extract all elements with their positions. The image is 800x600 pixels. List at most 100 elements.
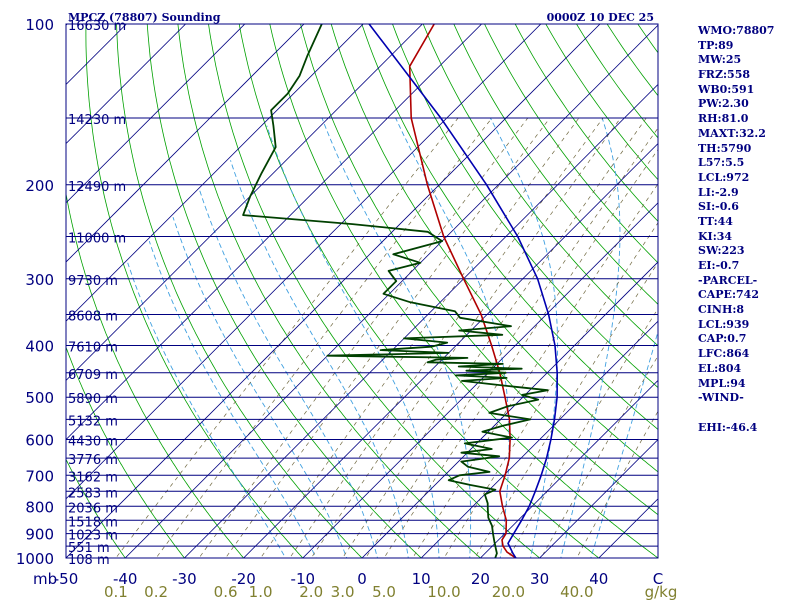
isotherm <box>66 24 187 145</box>
sounding-time: 0000Z 10 DEC 25 <box>547 11 654 24</box>
isotherm <box>66 24 542 500</box>
mixing-ratio-tick-label: 3.0 <box>331 583 355 600</box>
index-line: SI:-0.6 <box>698 200 739 214</box>
station-title: MPCZ (78807) Sounding <box>68 11 221 24</box>
dry-adiabat <box>146 24 422 558</box>
height-label: 3776 m <box>68 453 118 468</box>
height-label: 12490 m <box>68 180 126 195</box>
isotherm <box>66 24 364 322</box>
height-label: 6709 m <box>68 368 118 383</box>
index-line: TT:44 <box>698 214 733 228</box>
isotherm <box>539 439 658 558</box>
height-label: 11000 m <box>68 232 126 247</box>
dry-adiabat <box>66 346 185 558</box>
dry-adiabat <box>269 24 658 558</box>
index-line: RH:81.0 <box>698 112 749 126</box>
dry-adiabat <box>66 557 67 558</box>
height-label: 5890 m <box>68 392 118 407</box>
index-line: PW:2.30 <box>698 97 749 111</box>
dry-adiabat <box>177 24 481 558</box>
temperature-tick-label: -40 <box>113 570 138 588</box>
height-label: 2583 m <box>68 486 118 501</box>
mixing-ratio-line <box>225 117 551 558</box>
height-label: 9730 m <box>68 274 118 289</box>
pressure-tick-label: 300 <box>25 271 54 289</box>
pressure-tick-label: 500 <box>25 389 54 407</box>
height-label: 8608 m <box>68 310 118 325</box>
temperature-tick-label: 20 <box>471 570 490 588</box>
moist-adiabat <box>127 262 287 558</box>
temperature-tick-label: C <box>653 570 663 588</box>
dry-adiabat <box>330 24 658 473</box>
moist-adiabat <box>590 329 658 558</box>
index-line: EHI:-46.4 <box>698 420 758 434</box>
temperature-tick-label: -10 <box>291 570 316 588</box>
temperature-tick-label: -20 <box>231 570 256 588</box>
mixing-ratio-tick-label: 40.0 <box>560 583 593 600</box>
dry-adiabat <box>85 24 304 558</box>
index-line: -PARCEL- <box>698 273 758 287</box>
pressure-tick-label: 400 <box>25 338 54 356</box>
dry-adiabat <box>422 24 658 347</box>
moist-adiabat <box>148 240 317 558</box>
dry-adiabat <box>300 24 658 516</box>
dry-adiabat <box>208 24 541 558</box>
height-label: 5132 m <box>68 414 118 429</box>
moist-adiabat <box>230 160 409 558</box>
isotherm <box>479 379 658 558</box>
moist-adiabat <box>199 190 378 558</box>
index-line: LI:-2.9 <box>698 185 739 199</box>
mixing-ratio-line <box>260 117 580 558</box>
index-line: WB0:591 <box>698 82 755 96</box>
moist-adiabat <box>172 217 348 558</box>
index-line: L57:5.5 <box>698 156 745 170</box>
pressure-tick-label: 700 <box>25 467 54 485</box>
isotherm <box>302 202 658 558</box>
dry-adiabat <box>116 24 363 558</box>
background-grid <box>0 12 658 569</box>
moist-adiabat <box>489 117 559 558</box>
mixing-ratio-tick-label: 5.0 <box>372 583 396 600</box>
isotherm <box>183 83 658 558</box>
mixing-ratio-tick-label: 10.0 <box>427 583 460 600</box>
temperature-tick-label: 30 <box>530 570 549 588</box>
mixing-ratio-tick-label: 20.0 <box>492 583 525 600</box>
pressure-tick-label: 900 <box>25 526 54 544</box>
isotherm <box>124 24 658 558</box>
index-line: MPL:94 <box>698 376 746 390</box>
index-line: EL:804 <box>698 361 742 375</box>
temperature-tick-label: 10 <box>412 570 431 588</box>
dry-adiabat <box>361 24 658 431</box>
indices-panel: WMO:78807 TP:89 MW:25 FRZ:558 WB0:591 PW:2.30… <box>698 24 798 435</box>
index-line: WMO:78807 <box>698 24 775 37</box>
height-label: 7610 m <box>68 341 118 356</box>
index-line: EI:-0.7 <box>698 259 740 272</box>
height-label: 14230 m <box>68 113 126 128</box>
temperature-tick-label: 0 <box>357 570 367 588</box>
index-line: LCL:939 <box>698 317 750 331</box>
sounding-traces <box>242 24 559 558</box>
index-line: KI:34 <box>698 229 733 243</box>
isotherm <box>66 24 246 204</box>
dry-adiabat <box>0 12 13 569</box>
temperature-tick-label: 40 <box>589 570 608 588</box>
mixing-ratio-tick-label: 0.1 <box>104 583 128 600</box>
index-line: CINH:8 <box>698 303 745 317</box>
dry-adiabat <box>238 24 600 558</box>
isobar-lines <box>66 23 658 559</box>
isotherm <box>361 261 658 558</box>
index-line: CAP:0.7 <box>698 332 747 346</box>
dry-adiabat <box>66 191 245 558</box>
plot-frame <box>65 23 659 559</box>
mixing-ratio-tick-label: g/kg <box>645 583 678 600</box>
isotherm <box>66 24 423 381</box>
mixing-ratio-tick-label: 0.6 <box>214 583 238 600</box>
index-line: MAXT:32.2 <box>698 126 766 140</box>
pressure-tick-label: 800 <box>25 498 54 516</box>
isotherm <box>66 24 601 558</box>
dry-adiabat <box>392 24 658 389</box>
moist-adiabat <box>395 117 510 558</box>
index-line: TH:5790 <box>698 141 752 155</box>
